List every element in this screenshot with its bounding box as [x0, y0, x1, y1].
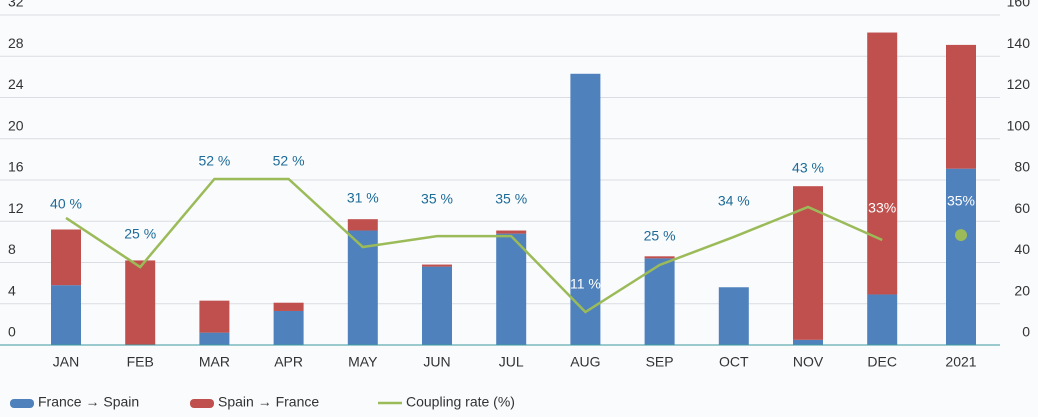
x-tick-label: 2021 — [945, 354, 976, 370]
y2-tick-label: 120 — [1007, 76, 1031, 92]
bar — [273, 310, 304, 345]
y-tick-label: 28 — [8, 35, 24, 51]
bar — [199, 300, 230, 333]
legend-swatch — [10, 399, 34, 408]
annotation: 35% — [947, 193, 975, 209]
x-tick-label: AUG — [570, 354, 600, 370]
legend-label: Coupling rate (%) — [406, 394, 515, 410]
bar — [199, 332, 230, 345]
y2-tick-label: 60 — [1014, 200, 1030, 216]
legend-swatch — [190, 399, 214, 408]
bar — [273, 302, 304, 311]
y2-tick-label: 100 — [1007, 117, 1031, 133]
y2-tick-label: 160 — [1007, 0, 1031, 10]
annotation: 33% — [868, 200, 896, 216]
y-tick-label: 24 — [8, 76, 24, 92]
bar — [51, 229, 81, 286]
x-tick-label: MAY — [348, 354, 378, 370]
bar — [644, 256, 675, 259]
x-tick-label: SEP — [646, 354, 674, 370]
bar — [718, 287, 749, 345]
annotation: 52 % — [273, 153, 305, 169]
bar — [347, 219, 378, 231]
annotation: 11 % — [570, 276, 601, 292]
y2-tick-label: 20 — [1014, 282, 1030, 298]
bar — [867, 294, 898, 345]
x-tick-label: DEC — [867, 354, 897, 370]
annotation: 31 % — [347, 190, 379, 206]
y-tick-label: 16 — [8, 159, 24, 175]
annotation: 52 % — [198, 153, 230, 169]
y2-tick-label: 80 — [1014, 159, 1030, 175]
annotation: 35 % — [495, 191, 527, 207]
bar — [422, 266, 452, 345]
annotation: 25 % — [124, 226, 156, 242]
x-tick-label: JAN — [53, 354, 79, 370]
x-tick-label: NOV — [793, 354, 824, 370]
bar — [496, 230, 527, 234]
bar — [946, 44, 976, 169]
annotation: 34 % — [718, 193, 750, 209]
line — [65, 177, 883, 314]
annotation: 25 % — [644, 228, 676, 244]
y-tick-label: 12 — [8, 200, 24, 216]
bar — [793, 186, 823, 340]
x-tick-label: FEB — [127, 354, 154, 370]
y-tick-label: 4 — [8, 282, 16, 298]
bar — [422, 264, 452, 267]
legend-label: France → Spain — [38, 394, 139, 410]
bar — [946, 168, 976, 345]
line-point — [955, 229, 967, 242]
bar — [867, 32, 898, 295]
bar — [125, 260, 156, 345]
x-tick-label: JUL — [499, 354, 524, 370]
annotation: 43 % — [792, 160, 824, 176]
x-tick-label: OCT — [719, 354, 749, 370]
bar — [644, 258, 675, 345]
bar — [793, 339, 823, 345]
y-tick-label: 0 — [8, 324, 16, 340]
y2-tick-label: 0 — [1022, 324, 1030, 340]
y2-tick-label: 40 — [1014, 241, 1030, 257]
x-tick-label: APR — [274, 354, 303, 370]
legend-label: Spain → France — [218, 394, 319, 410]
x-tick-label: JUN — [423, 354, 450, 370]
y-tick-label: 32 — [8, 0, 24, 10]
bar — [496, 233, 527, 345]
bar — [570, 73, 601, 345]
y2-tick-label: 140 — [1007, 35, 1031, 51]
annotation: 35 % — [421, 191, 453, 207]
y-tick-label: 8 — [8, 241, 16, 257]
x-tick-label: MAR — [199, 354, 230, 370]
bar — [51, 285, 81, 345]
annotation: 40 % — [50, 196, 82, 212]
y-tick-label: 20 — [8, 117, 24, 133]
bar — [347, 230, 378, 345]
